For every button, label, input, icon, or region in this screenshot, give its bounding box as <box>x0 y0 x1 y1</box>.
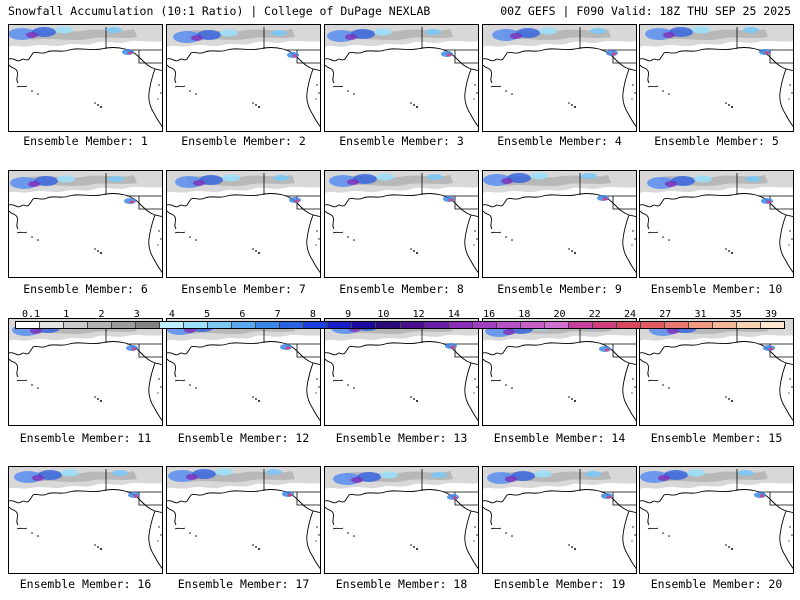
ensemble-map-panel <box>166 466 321 574</box>
ensemble-member-label: Ensemble Member: 8 <box>339 282 464 296</box>
ensemble-member-label: Ensemble Member: 3 <box>339 134 464 148</box>
ensemble-map-panel <box>8 318 163 426</box>
colorbar-tick-label: 12 <box>412 309 425 320</box>
colorbar-swatch <box>280 322 305 328</box>
colorbar-tick-label: 35 <box>729 309 742 320</box>
colorbar-swatch <box>472 322 497 328</box>
ensemble-map-panel <box>639 318 794 426</box>
colorbar-tick-label: 39 <box>764 309 778 320</box>
ensemble-member-label: Ensemble Member: 19 <box>493 577 626 591</box>
colorbar-tick-label: 31 <box>694 309 707 320</box>
colorbar-swatch <box>256 322 281 328</box>
ensemble-map-panel <box>482 318 637 426</box>
colorbar-swatch <box>736 322 761 328</box>
ensemble-member-label: Ensemble Member: 17 <box>177 577 310 591</box>
colorbar-tick-label: 27 <box>659 309 672 320</box>
ensemble-map-panel <box>482 170 637 278</box>
colorbar-swatch <box>88 322 113 328</box>
colorbar-swatch <box>304 322 329 328</box>
colorbar-swatch <box>112 322 137 328</box>
ensemble-map-panel <box>8 170 163 278</box>
colorbar-swatch <box>616 322 641 328</box>
colorbar-swatch <box>352 322 377 328</box>
colorbar-swatch <box>16 322 41 328</box>
colorbar-swatch <box>496 322 521 328</box>
ensemble-map-panel <box>324 24 479 132</box>
colorbar-tick-label: 6 <box>239 309 246 320</box>
colorbar-swatch <box>544 322 569 328</box>
ensemble-member-label: Ensemble Member: 13 <box>335 431 468 445</box>
ensemble-member-label: Ensemble Member: 6 <box>23 282 148 296</box>
ensemble-map-panel <box>324 170 479 278</box>
valid-time-label: 00Z GEFS | F090 Valid: 18Z THU SEP 25 20… <box>500 4 791 18</box>
ensemble-member-label: Ensemble Member: 5 <box>654 134 779 148</box>
colorbar-swatch <box>208 322 233 328</box>
colorbar-swatch <box>184 322 209 328</box>
ensemble-member-label: Ensemble Member: 1 <box>23 134 148 148</box>
colorbar-swatch <box>424 322 449 328</box>
ensemble-member-label: Ensemble Member: 14 <box>493 431 626 445</box>
chart-title: Snowfall Accumulation (10:1 Ratio) | Col… <box>8 4 431 18</box>
colorbar-swatch <box>400 322 425 328</box>
ensemble-map-panel <box>482 24 637 132</box>
colorbar-swatch <box>760 322 784 328</box>
ensemble-member-label: Ensemble Member: 9 <box>497 282 622 296</box>
ensemble-map-panel <box>8 24 163 132</box>
colorbar-tick-label: 9 <box>345 309 352 320</box>
colorbar-swatch <box>160 322 185 328</box>
colorbar-swatch <box>664 322 689 328</box>
ensemble-map-panel <box>639 24 794 132</box>
colorbar-swatch <box>640 322 665 328</box>
ensemble-map-panel <box>639 170 794 278</box>
colorbar-tick-label: 0.1 <box>21 309 41 320</box>
colorbar-swatch <box>136 322 161 328</box>
colorbar-tick-label: 5 <box>204 309 211 320</box>
ensemble-member-label: Ensemble Member: 16 <box>19 577 152 591</box>
ensemble-map-panel <box>482 466 637 574</box>
colorbar-tick-label: 20 <box>553 309 566 320</box>
ensemble-map-panel <box>8 466 163 574</box>
ensemble-member-label: Ensemble Member: 11 <box>19 431 152 445</box>
colorbar-tick-label: 10 <box>377 309 390 320</box>
ensemble-member-label: Ensemble Member: 18 <box>335 577 468 591</box>
ensemble-map-panel <box>166 318 321 426</box>
ensemble-member-label: Ensemble Member: 15 <box>650 431 783 445</box>
ensemble-map-panel <box>639 466 794 574</box>
colorbar-swatch <box>376 322 401 328</box>
colorbar-swatch <box>40 322 65 328</box>
colorbar-swatch <box>232 322 257 328</box>
colorbar-tick-label: 7 <box>274 309 281 320</box>
colorbar-tick-label: 24 <box>624 309 637 320</box>
colorbar-tick-label: 22 <box>588 309 601 320</box>
colorbar-tick-label: 4 <box>168 309 175 320</box>
colorbar-swatch <box>568 322 593 328</box>
ensemble-member-label: Ensemble Member: 10 <box>650 282 783 296</box>
colorbar-tick-label: 2 <box>98 309 105 320</box>
ensemble-member-label: Ensemble Member: 2 <box>181 134 306 148</box>
colorbar-tick-label: 8 <box>309 309 316 320</box>
ensemble-map-panel <box>324 318 479 426</box>
colorbar-tick-label: 3 <box>133 309 140 320</box>
colorbar-swatch <box>712 322 737 328</box>
ensemble-map-panel <box>166 24 321 132</box>
colorbar-swatch <box>328 322 353 328</box>
colorbar-swatch <box>592 322 617 328</box>
ensemble-map-panel <box>324 466 479 574</box>
colorbar-tick-label: 18 <box>518 309 531 320</box>
colorbar-tick-label: 1 <box>63 309 70 320</box>
colorbar-swatch <box>688 322 713 328</box>
colorbar-swatch <box>448 322 473 328</box>
ensemble-member-label: Ensemble Member: 20 <box>650 577 783 591</box>
colorbar-tick-label: 14 <box>447 309 460 320</box>
ensemble-member-label: Ensemble Member: 4 <box>497 134 622 148</box>
ensemble-member-label: Ensemble Member: 12 <box>177 431 310 445</box>
ensemble-member-label: Ensemble Member: 7 <box>181 282 306 296</box>
colorbar-tick-label: 16 <box>483 309 496 320</box>
colorbar-swatch <box>520 322 545 328</box>
ensemble-map-panel <box>166 170 321 278</box>
colorbar-swatch <box>64 322 89 328</box>
colorbar: 0.1 1 2 3 4 5 6 7 8 9 10 12 14 16 18 20 22 24 27 31 35 39 <box>15 309 785 329</box>
